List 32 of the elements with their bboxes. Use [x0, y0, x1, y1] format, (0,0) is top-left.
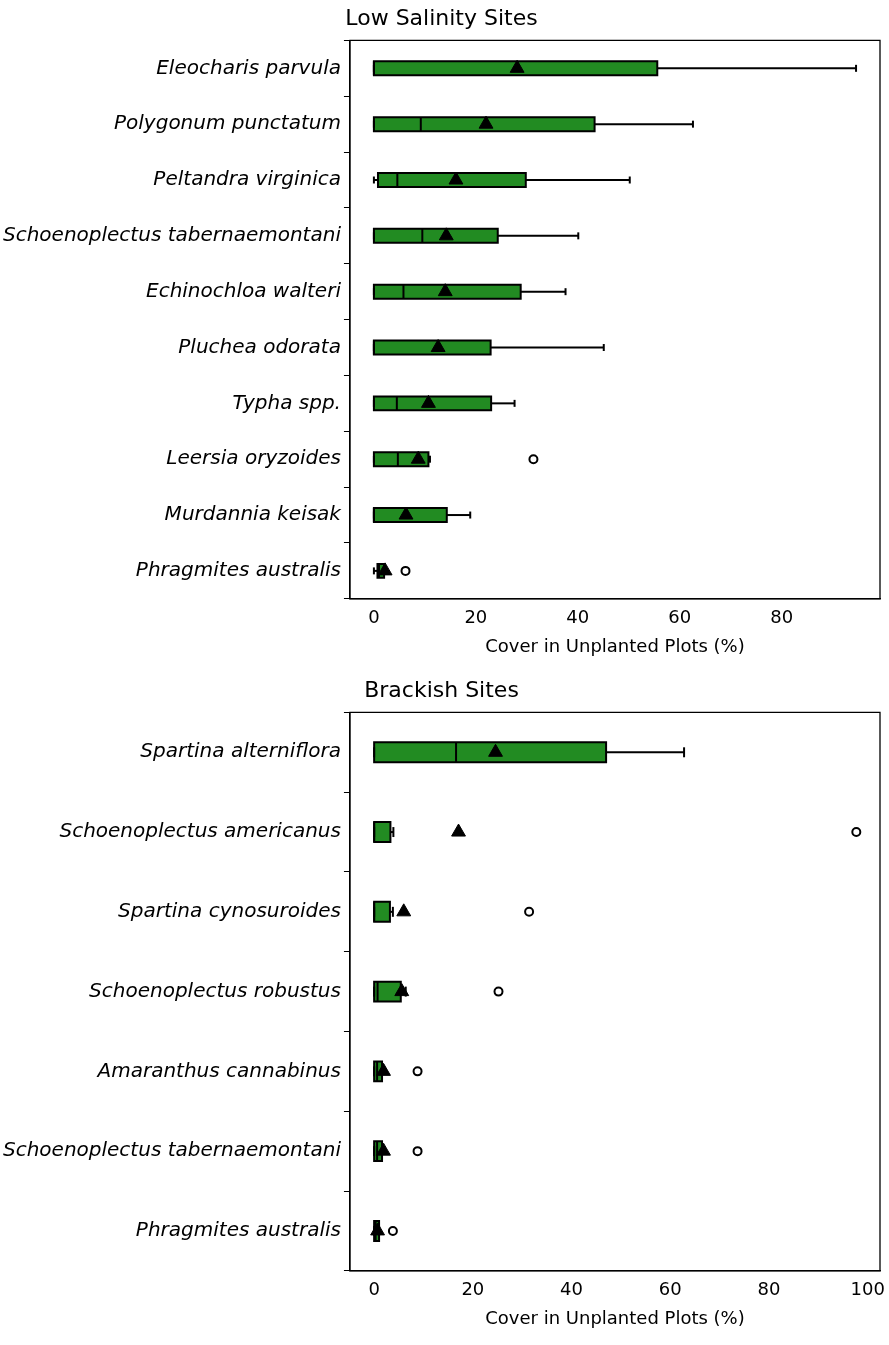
y-tick-label: Spartina cynosuroides [118, 898, 341, 923]
x-tick-label: 80 [757, 1278, 781, 1300]
y-tick-label: Leersia oryzoides [166, 445, 341, 470]
x-tick-label: 40 [566, 606, 590, 628]
y-tick-label: Eleocharis parvula [156, 54, 341, 79]
y-tick-label: Peltandra virginica [153, 166, 341, 191]
x-tick-label: 60 [668, 606, 692, 628]
x-tick-label: 0 [368, 1278, 380, 1300]
x-tick-label: 60 [658, 1278, 682, 1300]
y-tick-label: Echinochloa walteri [146, 277, 342, 302]
y-tick-label: Schoenoplectus tabernaemontani [3, 1137, 342, 1162]
x-tick-label: 80 [770, 606, 794, 628]
y-tick-label: Spartina alterniflora [140, 738, 341, 763]
y-tick-label: Pluchea odorata [178, 333, 341, 358]
x-axis-title: Cover in Unplanted Plots (%) [485, 634, 745, 656]
x-tick-label: 20 [461, 1278, 485, 1300]
y-tick-label: Amaranthus cannabinus [95, 1057, 341, 1082]
y-tick-label: Phragmites australis [135, 557, 341, 582]
x-tick-label: 40 [560, 1278, 583, 1300]
y-tick-label: Schoenoplectus robustus [89, 977, 341, 1002]
x-tick-label: 0 [368, 606, 380, 628]
y-tick-label: Schoenoplectus americanus [59, 818, 341, 843]
x-tick-label: 20 [464, 606, 488, 628]
chart-title: Low Salinity Sites [345, 4, 538, 30]
chart-title: Brackish Sites [364, 676, 519, 702]
y-tick-label: Typha spp. [232, 389, 341, 414]
y-tick-label: Phragmites australis [135, 1217, 341, 1242]
y-tick-label: Schoenoplectus tabernaemontani [3, 222, 342, 247]
y-tick-label: Polygonum punctatum [114, 110, 341, 135]
y-tick-label: Murdannia keisak [164, 501, 343, 526]
x-tick-label: 100 [850, 1278, 885, 1300]
x-axis-title: Cover in Unplanted Plots (%) [485, 1306, 745, 1328]
